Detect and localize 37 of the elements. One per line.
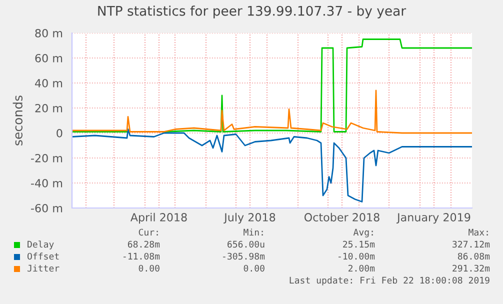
line-series — [72, 90, 472, 134]
y-tick-label: -20 m — [31, 154, 62, 162]
x-tick-label: January 2019 — [396, 213, 470, 224]
x-tick-label: July 2018 — [224, 212, 276, 224]
y-tick-label: 80 m — [35, 28, 62, 38]
text: Cur: — [138, 228, 158, 236]
y-axis-title: seconds — [12, 96, 22, 146]
text: 68.28m — [128, 240, 160, 248]
text: 0.00 — [244, 264, 264, 272]
legend-label: Jitter — [27, 264, 60, 272]
text: Last update: Fri Feb 22 18:00:08 2019 — [290, 276, 490, 286]
y-tick-label: 40 m — [35, 78, 62, 88]
legend-label: Delay — [28, 240, 54, 250]
text: 86.08m — [458, 252, 490, 260]
text: Min: — [244, 228, 263, 236]
text: 656.00u — [228, 240, 264, 248]
line-series — [72, 128, 472, 202]
y-tick-label: -40 m — [31, 178, 62, 188]
legend-label: Offset — [28, 252, 59, 260]
text: -10.00m — [338, 252, 375, 260]
chart-title: NTP statistics for peer 139.99.107.37 - by year — [98, 6, 406, 18]
line-series — [72, 38, 472, 132]
text: 291.32m — [452, 264, 490, 272]
text: 327.12m — [452, 240, 490, 248]
text: -305.98m — [223, 252, 265, 260]
y-tick-label: 20 m — [35, 104, 62, 112]
text: 0.00 — [138, 264, 160, 272]
x-tick-label: October 2018 — [304, 212, 380, 222]
text: 2.00m — [348, 264, 375, 272]
x-tick-label: April 2018 — [130, 212, 187, 224]
text: 25.15m — [343, 240, 375, 248]
y-tick-label: 0 — [56, 128, 62, 138]
text: -11.08m — [124, 252, 160, 260]
text: Max: — [468, 228, 488, 236]
y-tick-label: -60 m — [31, 204, 62, 212]
text: Avg: — [353, 228, 373, 238]
y-tick-label: 60 m — [35, 54, 62, 62]
